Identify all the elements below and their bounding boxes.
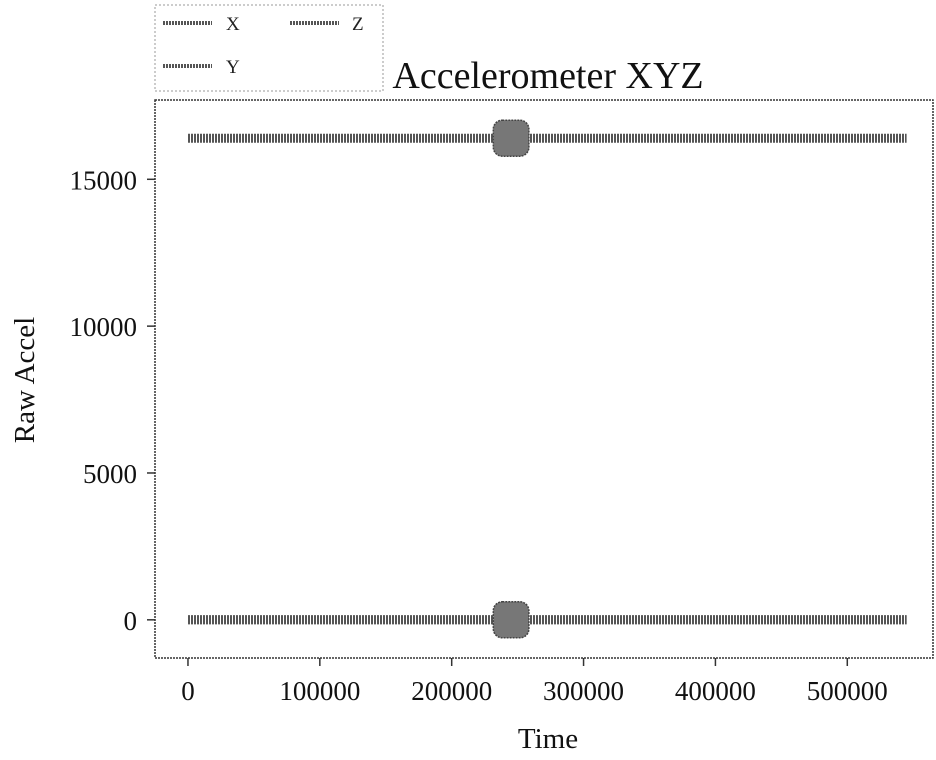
x-axis: 0 100000 200000 300000 400000 500000	[181, 658, 888, 706]
y-tick-label: 0	[124, 606, 138, 636]
x-tick-label: 200000	[411, 676, 492, 706]
series-burst-x	[493, 602, 529, 638]
y-tick-label: 5000	[83, 459, 137, 489]
y-tick-label: 15000	[70, 165, 138, 195]
y-axis-label: Raw Accel	[9, 317, 41, 443]
legend-label-z: Z	[352, 14, 364, 35]
x-tick-label: 500000	[807, 676, 888, 706]
legend-box	[155, 5, 383, 91]
legend-label-x: X	[226, 14, 240, 35]
plot-frame	[155, 100, 933, 658]
x-tick-label: 300000	[543, 676, 624, 706]
x-axis-label: Time	[518, 723, 578, 755]
legend-label-y: Y	[226, 57, 240, 78]
x-tick-label: 0	[181, 676, 195, 706]
legend: X Y Z	[155, 5, 383, 91]
x-tick-label: 100000	[279, 676, 360, 706]
chart-title: Accelerometer XYZ	[392, 55, 703, 97]
series-burst-z	[493, 120, 529, 156]
x-tick-label: 400000	[675, 676, 756, 706]
y-axis: 0 5000 10000 15000	[70, 165, 156, 636]
series-layer	[188, 120, 907, 638]
y-tick-label: 10000	[70, 312, 138, 342]
